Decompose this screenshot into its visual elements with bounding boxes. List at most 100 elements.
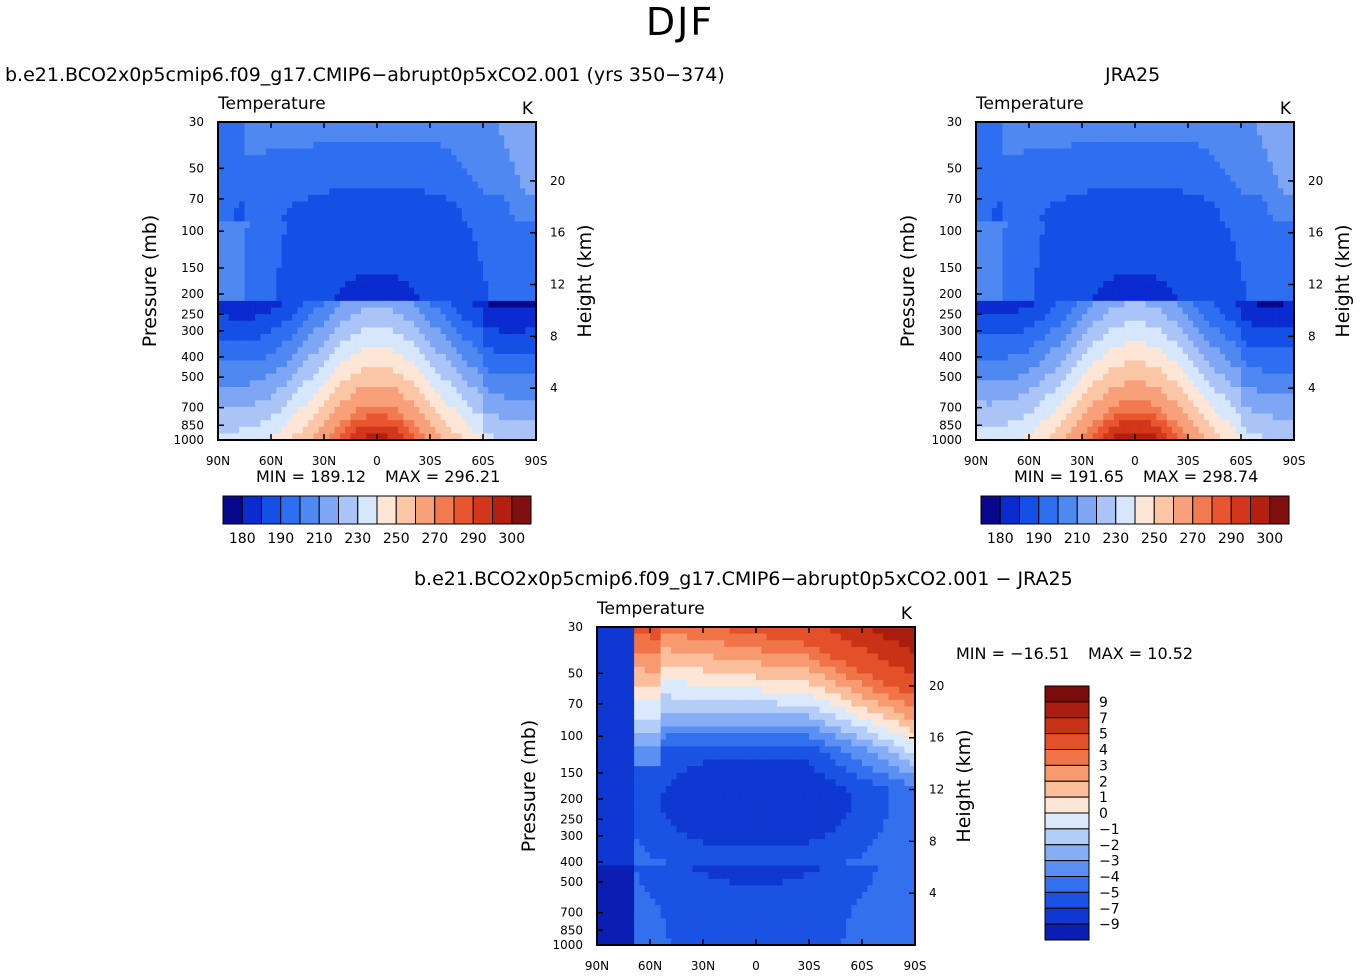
panel2-cell — [997, 406, 1004, 415]
panel1-cell — [525, 307, 532, 315]
panel2-cell — [1129, 188, 1136, 196]
panel1-cell — [493, 373, 500, 381]
panel2-cell — [1082, 228, 1088, 236]
panel2-cell — [1023, 208, 1030, 216]
panel1-cell — [382, 254, 389, 262]
panel1-cell — [345, 148, 352, 156]
panel2-cell — [1145, 433, 1152, 441]
panel1-cell — [414, 241, 420, 249]
panel1-cell — [435, 360, 442, 368]
panel2-cell — [1002, 413, 1009, 421]
panel1-cell — [435, 161, 442, 169]
panel2-cell — [1166, 175, 1173, 183]
panel1-cell — [228, 360, 235, 368]
panel2-cell — [1076, 353, 1083, 362]
panel2-cell — [1161, 261, 1168, 269]
panel1-cell — [445, 420, 452, 428]
panel1-cell — [308, 334, 314, 342]
panel2-cell — [1150, 373, 1157, 381]
panel1-cell — [350, 400, 357, 408]
panel2-cell — [1060, 181, 1067, 189]
panel2-cell — [1076, 201, 1083, 209]
panel2-cell — [1013, 228, 1019, 236]
panel2-cell — [1166, 188, 1173, 196]
panel2-cell — [1071, 201, 1078, 209]
panel1-cell — [493, 188, 500, 196]
panel1-cell — [398, 307, 405, 315]
panel2-cell — [981, 433, 988, 441]
panel1-cell — [265, 122, 272, 130]
panel2-cell — [1103, 135, 1110, 143]
panel1-cell — [228, 294, 235, 302]
panel1-cell — [467, 320, 473, 328]
panel2-cell — [1113, 214, 1120, 222]
panel2-cell — [1007, 307, 1014, 315]
panel1-cell — [424, 413, 431, 421]
panel1-cell — [514, 274, 521, 282]
panel2-cell — [1161, 281, 1168, 289]
panel1-cell — [461, 307, 468, 315]
panel2-cell — [1113, 393, 1120, 401]
panel1-cell — [530, 175, 537, 183]
panel1-cell — [223, 148, 230, 156]
panel1-cell — [525, 122, 532, 130]
panel2-cell — [1018, 340, 1025, 348]
panel2-cell — [1150, 247, 1157, 256]
panel2-cell — [1076, 320, 1083, 328]
panel1-cell — [483, 228, 489, 236]
panel1-cell — [366, 360, 373, 368]
panel1-cell — [408, 413, 415, 421]
panel1-cell — [233, 373, 240, 381]
panel1-cell — [260, 234, 267, 242]
panel2-cell — [1023, 320, 1030, 328]
panel1-cell — [387, 208, 394, 216]
panel1-cell — [244, 387, 251, 395]
panel1-cell — [233, 148, 240, 156]
panel1-cell — [498, 393, 505, 401]
panel2-cell — [1018, 141, 1025, 150]
panel2-cell — [1002, 175, 1009, 183]
panel1-cell — [387, 380, 394, 388]
panel1-cell — [456, 181, 463, 189]
panel1-cell — [414, 420, 420, 428]
panel2-cell — [1119, 128, 1125, 136]
panel2-cell — [1013, 307, 1019, 315]
panel1-cell — [472, 241, 479, 249]
panel2-cell — [1177, 360, 1184, 368]
panel1-cell — [493, 234, 500, 242]
panel1-cell — [339, 247, 346, 256]
panel1-cell — [504, 387, 511, 395]
panel1-cell — [339, 135, 346, 143]
panel1-cell — [281, 387, 288, 395]
panel1-cell — [361, 267, 367, 275]
panel1-cell — [244, 175, 251, 183]
panel2-cell — [1034, 413, 1041, 421]
panel1-cell — [530, 320, 537, 328]
panel1-cell — [493, 228, 500, 236]
panel2-cell — [1108, 274, 1115, 282]
panel2-cell — [1002, 135, 1009, 143]
panel2-cell — [1087, 247, 1094, 256]
panel2-cell — [986, 294, 993, 302]
panel2-cell — [1013, 314, 1019, 322]
panel1-cell — [260, 420, 267, 428]
panel1-cell — [308, 320, 314, 328]
panel1-cell — [377, 148, 383, 156]
panel1-cell — [435, 201, 442, 209]
panel1-cell — [265, 327, 272, 335]
panel1-cell — [498, 334, 505, 342]
panel1-cell — [313, 320, 320, 328]
panel1-cell — [249, 334, 256, 342]
panel2-cell — [991, 201, 998, 209]
panel1-cell — [403, 387, 410, 395]
panel1-cell — [477, 194, 484, 203]
panel1-cell — [488, 247, 495, 256]
panel2-cell — [1060, 314, 1067, 322]
panel2-cell — [1018, 161, 1025, 169]
panel2-cell — [1188, 194, 1194, 203]
panel2-cell — [981, 188, 988, 196]
panel1-cell — [461, 148, 468, 156]
panel1-cell — [223, 141, 230, 150]
panel1-cell — [324, 413, 330, 421]
panel1-cell — [472, 393, 479, 401]
